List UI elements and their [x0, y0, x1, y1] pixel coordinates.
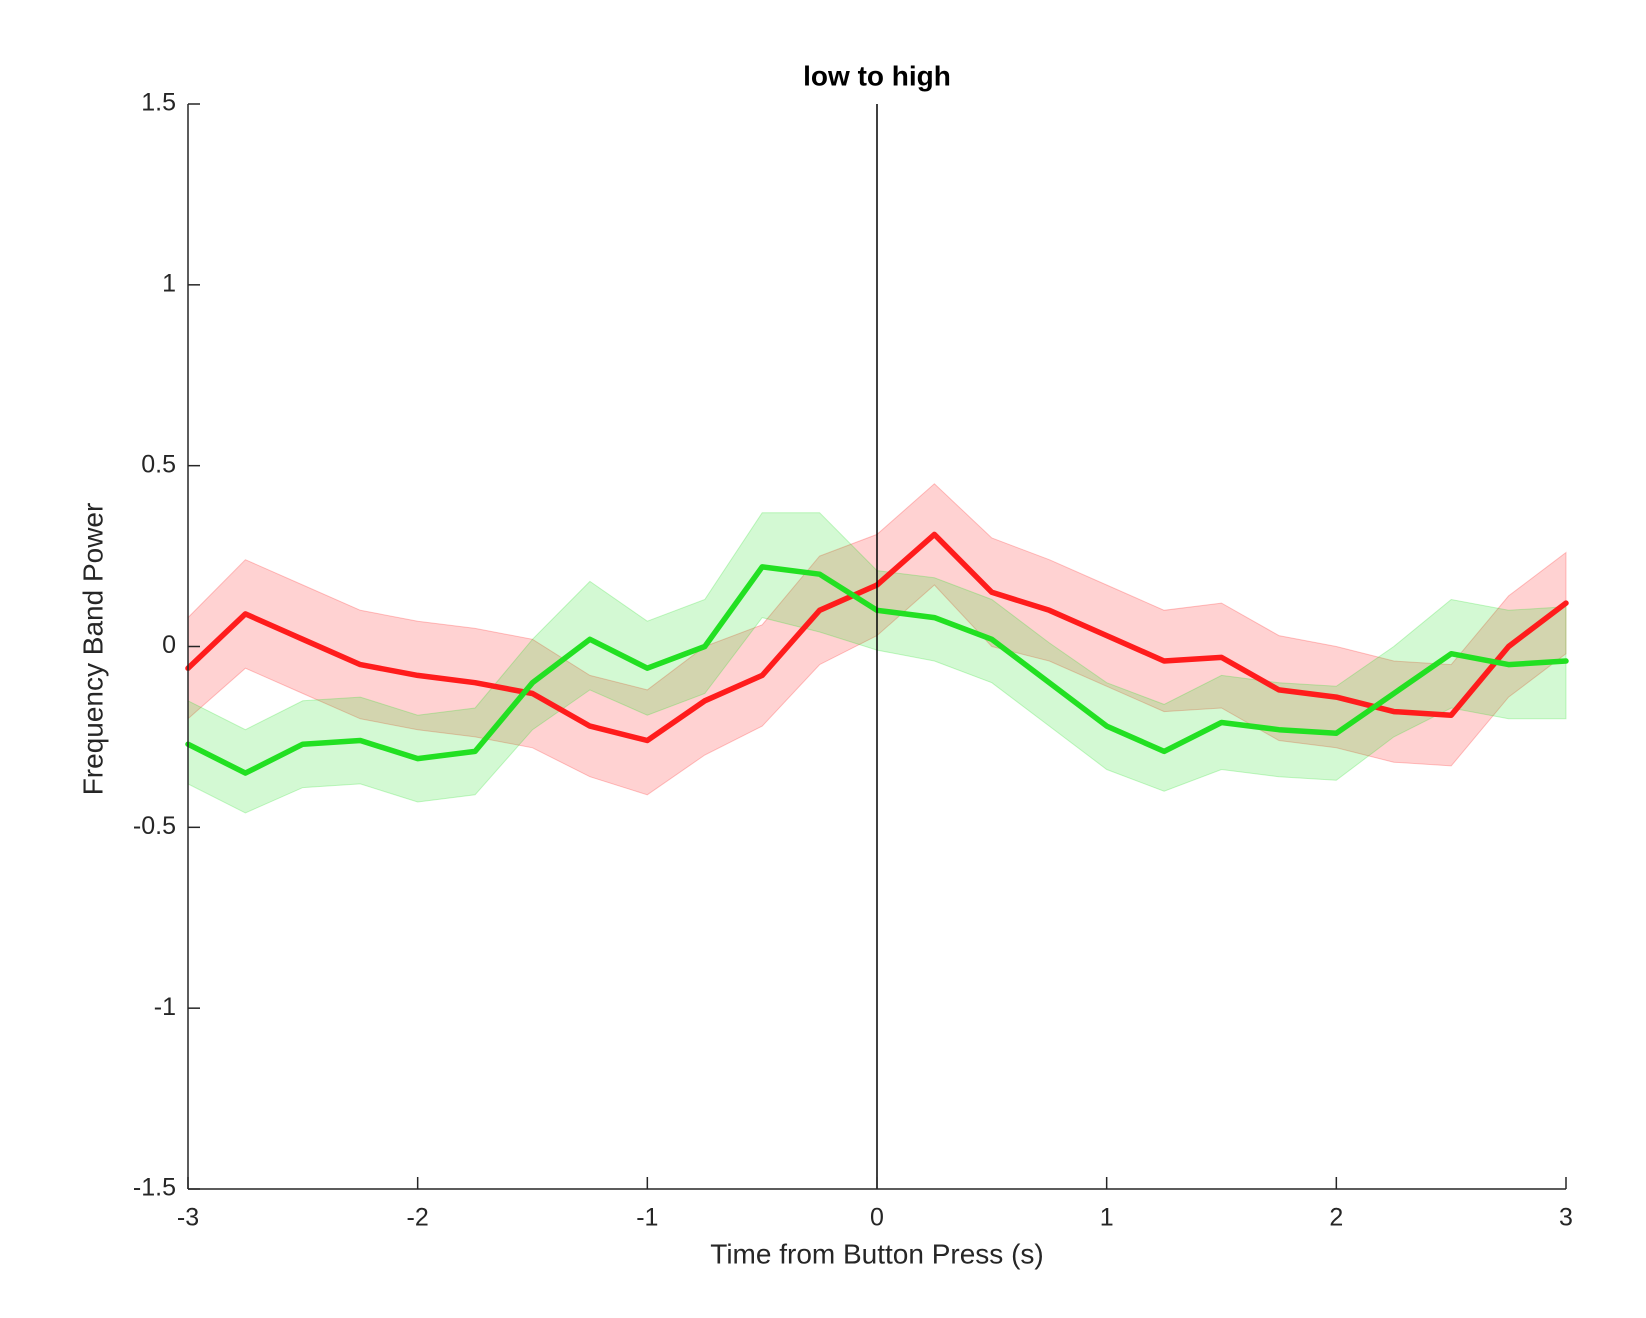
chart-title: low to high [803, 60, 951, 91]
x-tick-label: -3 [177, 1204, 199, 1232]
y-tick-label: 0 [162, 631, 176, 659]
x-tick-label: 1 [1100, 1204, 1114, 1232]
y-tick-label: 0.5 [141, 450, 176, 478]
x-tick-label: 0 [870, 1204, 884, 1232]
x-axis-label: Time from Button Press (s) [710, 1238, 1043, 1269]
x-tick-label: -2 [407, 1204, 429, 1232]
x-tick-label: -1 [636, 1204, 658, 1232]
y-tick-label: 1 [162, 269, 176, 297]
y-tick-label: 1.5 [141, 89, 176, 117]
error-band [187, 483, 1567, 796]
x-tick-label: 3 [1559, 1204, 1573, 1232]
y-tick-label: -1 [154, 993, 176, 1021]
error-band [187, 512, 1567, 814]
x-tick-label: 2 [1329, 1204, 1343, 1232]
y-axis-label: Frequency Band Power [77, 503, 108, 796]
y-tick-label: -1.5 [133, 1174, 176, 1202]
y-tick-label: -0.5 [133, 812, 176, 840]
